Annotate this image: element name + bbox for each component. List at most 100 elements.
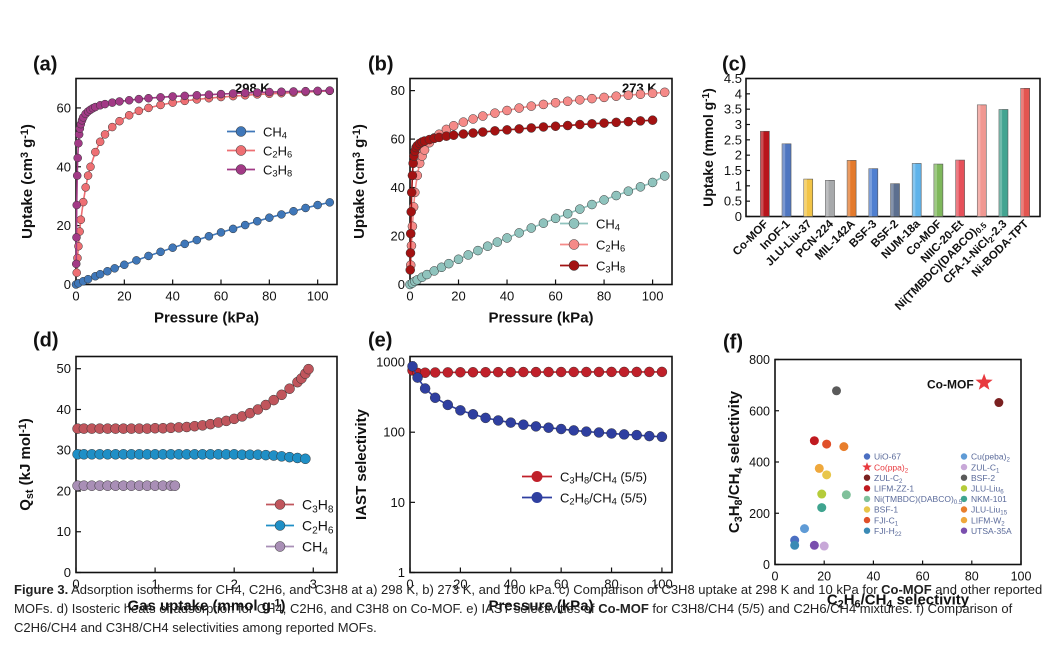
data-point-CH4 (482, 241, 493, 251)
legend-label: C2H6 (302, 518, 334, 537)
data-point-C3H8 (575, 119, 585, 130)
data-point (581, 426, 592, 437)
legend-marker (274, 499, 286, 510)
plot-frame (409, 355, 673, 574)
legend-marker (235, 145, 247, 156)
data-point-C2H6 (124, 111, 134, 120)
data-point (467, 367, 479, 378)
data-point-C3H8 (252, 404, 264, 415)
legend-label: JLU-Liu6 (971, 484, 1004, 496)
y-tick-label: 10 (57, 524, 71, 539)
data-point-C2H6 (72, 268, 81, 277)
data-point-C2H6 (611, 91, 621, 101)
x-tick-label: 60 (554, 577, 568, 592)
data-point (530, 421, 542, 432)
x-tick-label: 60 (548, 289, 562, 304)
y-tick-label: 800 (749, 353, 770, 367)
data-point (555, 366, 567, 378)
y-tick-label: 40 (57, 159, 71, 174)
x-tick-label: 0 (772, 570, 779, 584)
legend-marker (960, 516, 968, 524)
data-point (555, 423, 567, 435)
data-point-C3H8 (240, 88, 250, 98)
x-tick-label: 2 (231, 577, 238, 592)
y-tick-label: 2.5 (724, 132, 742, 147)
data-point (505, 417, 516, 428)
y-tick-label: 0 (763, 558, 770, 572)
data-point-C3H8 (228, 89, 238, 98)
data-point-C3H8 (611, 117, 621, 128)
x-tick-label: 100 (307, 289, 329, 304)
legend-marker (960, 495, 968, 503)
data-point-C3H8 (204, 90, 214, 99)
data-point-CH4 (120, 260, 129, 270)
legend-label: LIFM-W2 (971, 515, 1005, 527)
data-point (644, 366, 655, 378)
data-point (631, 366, 642, 378)
data-point-C3H8 (74, 138, 83, 148)
y-tick-label: 100 (383, 425, 405, 440)
data-point-CH4 (623, 186, 634, 196)
data-point-C3H8 (192, 91, 202, 100)
legend-label: FJI-H22 (874, 526, 902, 538)
data-point-C2H6 (538, 99, 549, 110)
y-tick-label: 80 (391, 83, 405, 98)
series-line (412, 369, 662, 374)
bar-highlight (998, 109, 1003, 217)
data-point-C3H8 (289, 87, 298, 96)
data-point-C3H8 (647, 115, 658, 125)
data-point (656, 431, 668, 442)
data-point-C2H6 (659, 87, 670, 98)
data-point-C3H8 (260, 399, 272, 411)
x-tick-label: 20 (453, 577, 467, 592)
data-point-CH4 (635, 182, 646, 192)
y-tick-label: 200 (749, 507, 770, 521)
data-point-CH4 (277, 210, 286, 219)
data-point-C2H6 (115, 116, 124, 126)
data-point-C3H8 (538, 122, 549, 132)
data-point (618, 366, 630, 378)
bar (868, 168, 879, 217)
legend-marker (863, 453, 871, 460)
scatter-point (817, 503, 827, 513)
scatter-point (822, 439, 832, 449)
x-tick-label: 80 (262, 289, 276, 304)
data-point-CH4 (110, 264, 119, 273)
panel-a: 0 20 40 60 80 100 0 20 40 60 Pressure (kPa) Uptake … (19, 54, 338, 327)
data-point-CH4 (550, 213, 561, 224)
scatter-point (790, 540, 800, 550)
data-point (480, 412, 491, 424)
data-point-C3H8 (405, 228, 416, 239)
data-point-C2H6 (468, 114, 478, 124)
legend-label: CH4 (263, 125, 287, 141)
data-point-C2H6 (86, 162, 95, 172)
x-tick-label: 80 (604, 577, 618, 592)
y-tick-label: 600 (749, 404, 770, 418)
panel-label: (a) (33, 54, 57, 76)
y-axis-title: IAST selectivity (353, 408, 370, 520)
legend-marker (863, 474, 871, 481)
data-point-CH4 (453, 254, 464, 265)
data-point (442, 367, 453, 378)
data-point (644, 430, 655, 442)
data-point-C3H8 (71, 259, 81, 269)
y-tick-label: 2 (735, 148, 742, 163)
y-tick-label: 0 (735, 209, 742, 224)
caption-bold-2: Co-MOF (598, 601, 649, 616)
data-point (543, 422, 554, 433)
data-point-C3H8 (301, 86, 310, 96)
data-point-C2H6 (144, 103, 153, 113)
legend-marker (863, 495, 871, 503)
y-tick-label: 0 (64, 565, 71, 580)
data-point-CH4 (492, 237, 503, 247)
data-point (618, 429, 630, 440)
legend-marker (274, 541, 286, 552)
panel-label: (c) (722, 54, 746, 76)
data-point-C2H6 (156, 100, 165, 110)
x-tick-label: 80 (965, 570, 979, 584)
data-point-CH4 (587, 199, 597, 210)
caption-part-3: for C3H8/CH4 (5/5) and C2H6/CH4 mixtures… (14, 601, 1013, 635)
y-tick-label: 4.5 (724, 71, 742, 86)
caption-part-1: Adsorption isotherms for CH4, C2H6, and … (68, 582, 882, 597)
x-axis-title: Gas uptake (mmol g-1) (128, 597, 286, 614)
